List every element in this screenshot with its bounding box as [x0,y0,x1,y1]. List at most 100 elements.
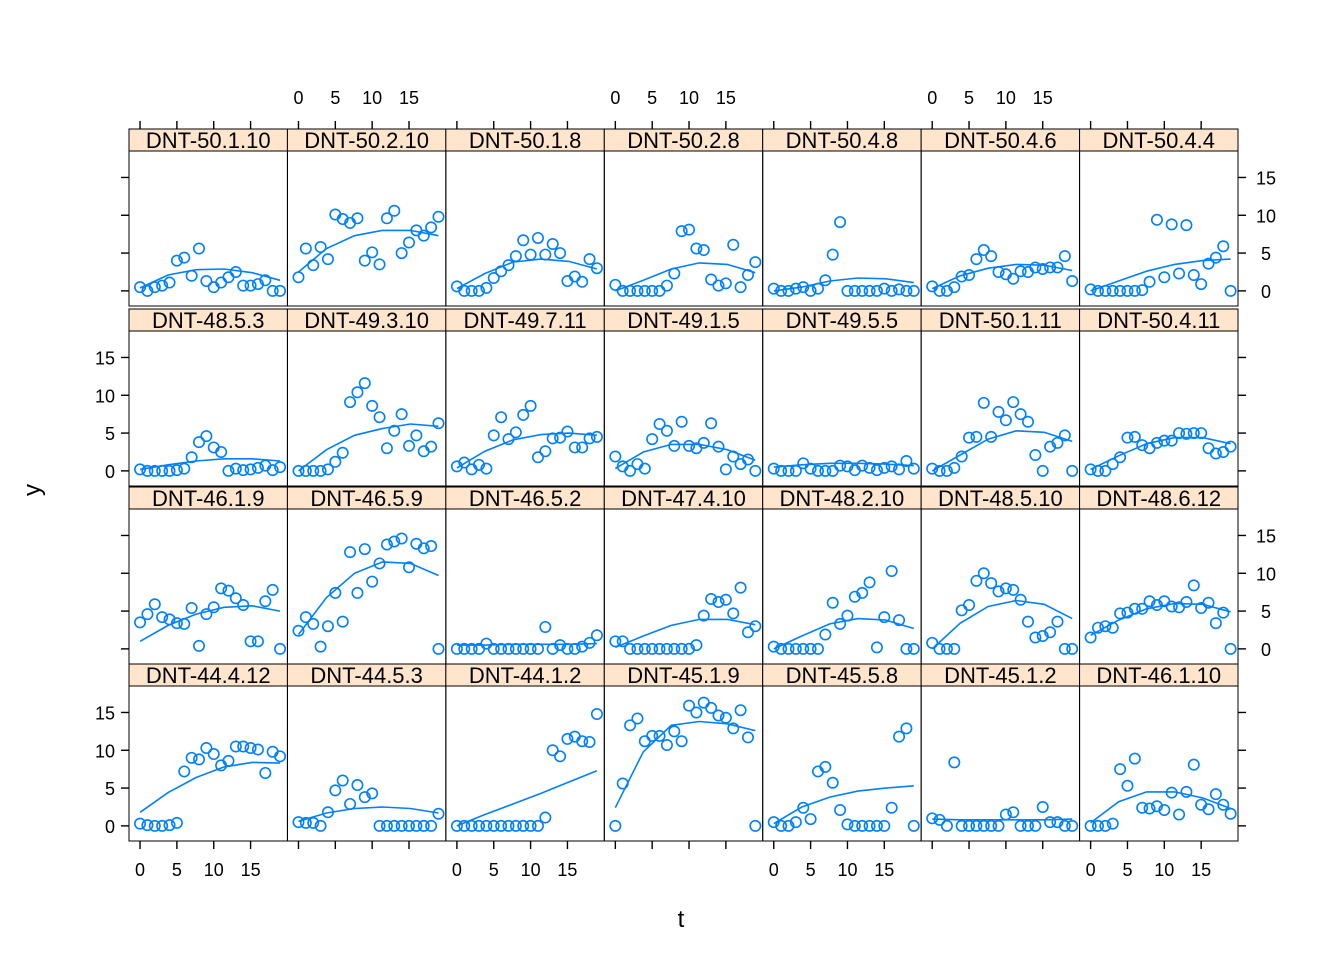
data-point [583,253,596,266]
fit-curve [615,262,756,292]
panel-DNT-48.5.3: DNT-48.5.3 [128,308,288,487]
panel-frame [445,486,605,665]
data-point [683,699,696,712]
axes-layer: 0 5 10 15 0 5 10 15 0 5 10 15 0 5 10 15 0 5 10 15 0 5 10 15 0 5 10… [95,88,1276,880]
data-point [336,213,349,226]
data-point [266,284,279,297]
data-point [480,637,493,650]
data-point [963,819,976,832]
data-point [590,629,603,642]
data-point [170,254,183,267]
strip-background [445,129,605,151]
panel-DNT-46.1.9: DNT-46.1.9 [128,486,288,665]
data-point [425,819,438,832]
panel-DNT-48.6.12: DNT-48.6.12 [1079,486,1239,665]
data-point [624,719,637,732]
data-point [351,779,364,792]
data-point [609,635,622,648]
data-point [863,461,876,474]
fit-curve [931,263,1073,290]
data-point [797,457,810,470]
x-tick-label: 0 [927,88,937,108]
data-point [531,819,544,832]
data-point [1202,596,1215,609]
data-point [1084,631,1097,644]
data-point [985,577,998,590]
data-point [517,234,530,247]
data-point [590,707,603,720]
strip-label: DNT-44.5.3 [310,663,423,688]
data-point [940,464,953,477]
data-point [450,642,463,655]
panel-frame [286,486,447,665]
data-point [539,811,552,824]
data-point [797,642,810,655]
strip-background [129,487,288,509]
panel-frame [603,486,764,665]
data-point [948,281,961,294]
data-point [775,464,788,477]
data-point [539,248,552,261]
data-point [1014,819,1027,832]
data-point [314,640,327,653]
data-point [609,278,622,291]
data-point [1114,284,1127,297]
data-point [244,463,257,476]
data-point [690,706,703,719]
data-point [237,740,250,753]
data-point [321,620,334,633]
panel-DNT-49.7.11: DNT-49.7.11 [445,308,605,487]
x-tick-label: 5 [806,860,816,880]
data-point [509,426,522,439]
y-axis-label: y [19,484,46,496]
y-tick-label: 5 [105,424,115,444]
data-point [1202,442,1215,455]
data-point [624,464,637,477]
data-point [487,429,500,442]
data-point [229,740,242,753]
panel-frame [1079,128,1239,307]
strip-label: DNT-48.5.10 [938,486,1063,511]
fit-curve [456,769,598,827]
data-point [1180,785,1193,798]
data-point [727,238,740,251]
strip-label: DNT-50.4.4 [1103,128,1216,153]
data-point [244,279,257,292]
data-point [395,532,408,545]
panel-frame [603,663,764,842]
data-point [683,223,696,236]
data-point [609,819,622,832]
points [134,582,287,655]
data-point [403,561,416,574]
data-point [848,284,861,297]
data-point [1114,607,1127,620]
data-point [229,265,242,278]
x-tick-label: 0 [1086,860,1096,880]
data-point [259,274,272,287]
data-point [200,608,213,621]
fit-curve [456,432,597,469]
data-point [1202,257,1215,270]
data-point [1007,396,1020,409]
data-point [1036,464,1049,477]
data-point [660,279,673,292]
data-point [646,433,659,446]
data-point [329,586,342,599]
data-point [321,253,334,266]
data-point [1099,620,1112,633]
data-point [767,282,780,295]
data-point [856,819,869,832]
data-point [561,732,574,745]
panel-DNT-44.5.3: DNT-44.5.3 [286,663,447,842]
panel-frame [128,486,288,665]
data-point [251,743,264,756]
strip-label: DNT-50.1.8 [469,128,582,153]
data-point [826,776,839,789]
data-point [524,399,537,412]
data-point [307,464,320,477]
data-point [1165,218,1178,231]
y-tick-label: 0 [105,462,115,482]
data-point [244,635,257,648]
data-point [1091,819,1104,832]
fit-curve [773,785,914,825]
